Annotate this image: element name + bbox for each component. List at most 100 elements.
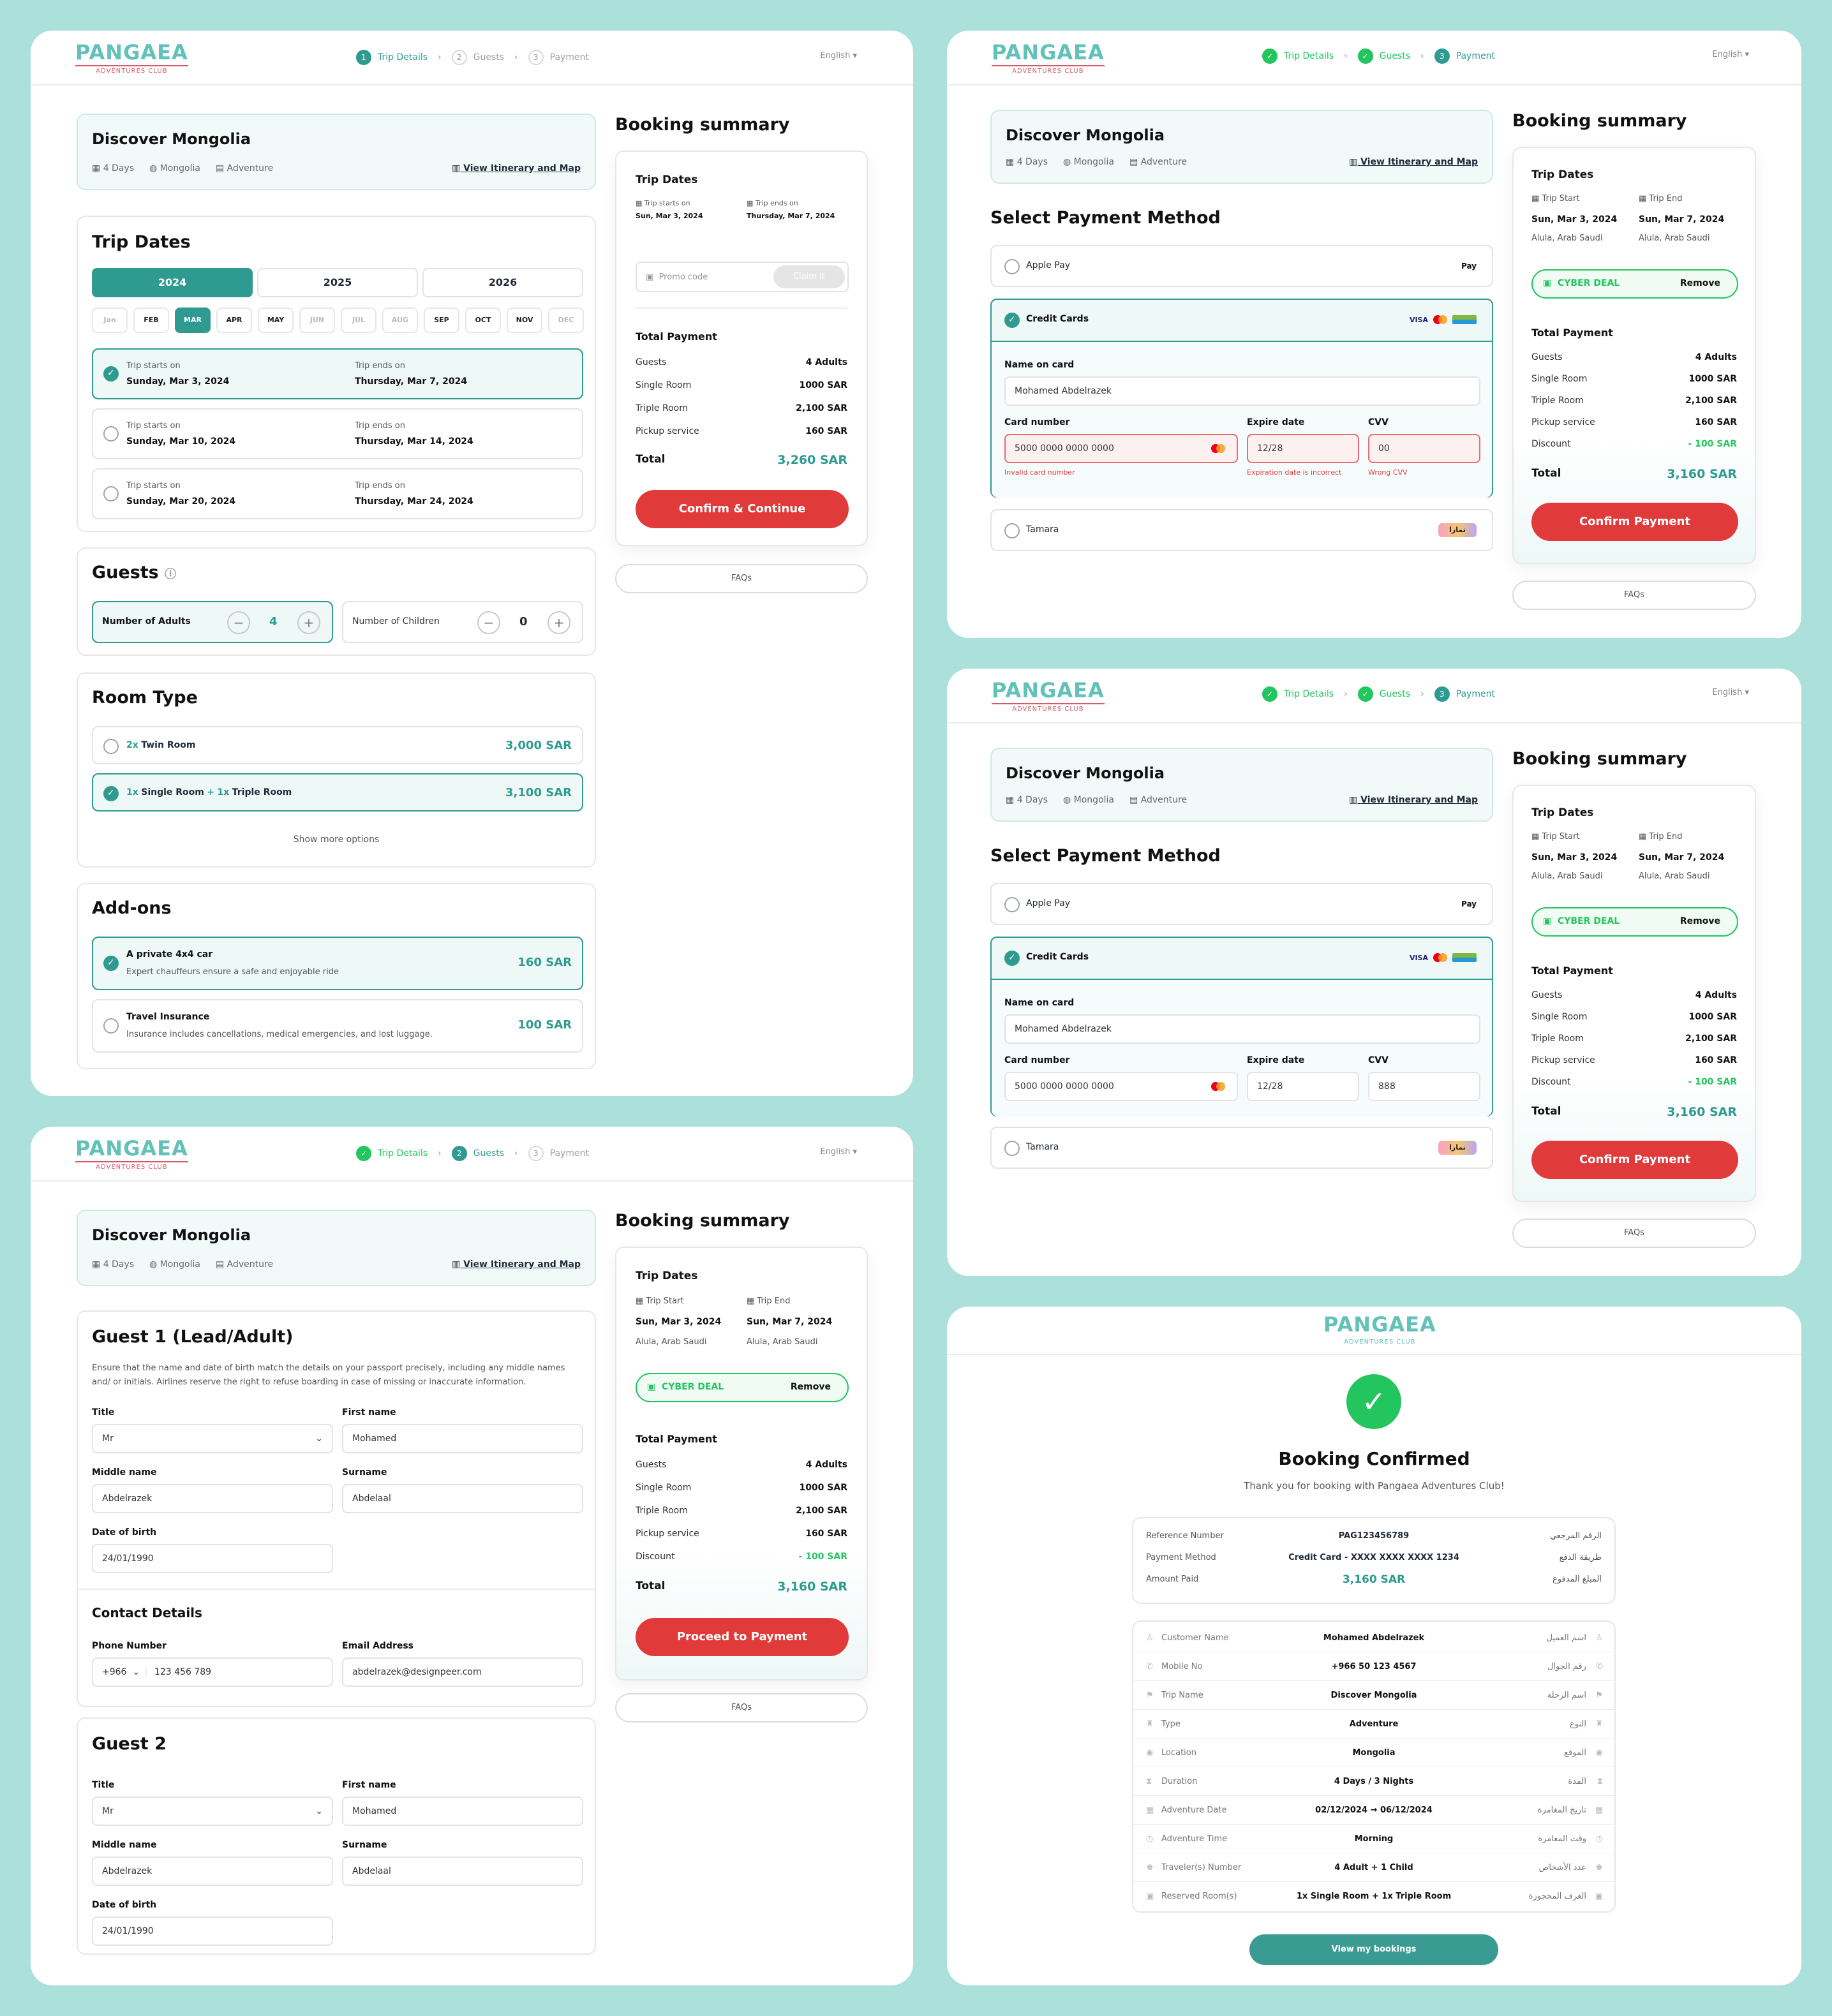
tamara-logo: تمارا bbox=[1438, 1141, 1477, 1155]
language-select[interactable]: English ▾ bbox=[1712, 50, 1749, 59]
credit-card-option[interactable]: Credit Cards VISA Name on card Mohamed A… bbox=[990, 937, 1493, 1116]
year-2024[interactable]: 2024 bbox=[92, 268, 253, 297]
remove-promo-button[interactable]: Remove bbox=[1679, 916, 1720, 926]
people-icon: ♚ bbox=[1595, 1863, 1603, 1872]
middle-name-field[interactable]: Abdelrazek bbox=[92, 1484, 333, 1513]
type-icon: ♜ bbox=[1595, 1719, 1603, 1729]
first-name-field[interactable]: Mohamed bbox=[342, 1797, 583, 1826]
logo[interactable]: PANGAEA ADVENTURES CLUB bbox=[75, 40, 188, 75]
apple-pay-option[interactable]: Apple Pay Pay bbox=[990, 245, 1493, 287]
logo[interactable]: PANGAEA ADVENTURES CLUB bbox=[75, 1136, 188, 1171]
location-icon: ◉ bbox=[1146, 1748, 1154, 1758]
date-option-1[interactable]: Trip starts on Sunday, Mar 3, 2024 Trip … bbox=[92, 348, 583, 399]
faqs-button[interactable]: FAQs bbox=[615, 1693, 868, 1723]
room-icon: ▣ bbox=[1595, 1892, 1603, 1901]
title-select[interactable]: Mr ⌄ bbox=[92, 1424, 333, 1453]
stepper: ✓ Trip Details › ✓ Guests › 3 Payment bbox=[1262, 686, 1495, 702]
apple-pay-option[interactable]: Apple Pay Pay bbox=[990, 883, 1493, 925]
email-field[interactable]: abdelrazek@designpeer.com bbox=[342, 1657, 583, 1687]
language-select[interactable]: English ▾ bbox=[820, 51, 857, 61]
date-option-2[interactable]: Trip starts on Sunday, Mar 10, 2024 Trip… bbox=[92, 408, 583, 459]
stepper: ✓ Trip Details › ✓ Guests › 3 Payment bbox=[1262, 48, 1495, 64]
minus-icon[interactable]: − bbox=[477, 611, 500, 634]
detail-row: ✆ Mobile No +966 50 123 4567 رقم الجوال ✆ bbox=[1133, 1653, 1614, 1681]
minus-icon[interactable]: − bbox=[227, 611, 250, 634]
itinerary-link[interactable]: ▥ View Itinerary and Map bbox=[452, 163, 581, 174]
itinerary-link[interactable]: ▥ View Itinerary and Map bbox=[452, 1259, 581, 1270]
month-apr[interactable]: APR bbox=[216, 308, 252, 333]
title-select[interactable]: Mr ⌄ bbox=[92, 1797, 333, 1826]
phone-field[interactable]: +966 ⌄ 123 456 789 bbox=[92, 1657, 333, 1687]
promo-badge: ▣ CYBER DEAL Remove bbox=[636, 1373, 849, 1402]
booking-summary: Trip Dates ▦ Trip starts on Sun, Mar 3, … bbox=[615, 151, 868, 546]
month-may[interactable]: MAY bbox=[258, 308, 294, 333]
language-select[interactable]: English ▾ bbox=[820, 1147, 857, 1157]
confirm-payment-button[interactable]: Confirm Payment bbox=[1531, 503, 1738, 541]
itinerary-link[interactable]: ▥ View Itinerary and Map bbox=[1349, 157, 1478, 167]
month-dec: DEC bbox=[548, 308, 584, 333]
booking-details-card: ♙ Customer Name Mohamed Abdelrazek اسم العم… bbox=[1132, 1620, 1616, 1913]
plus-icon[interactable]: + bbox=[297, 611, 320, 634]
type-icon: ♜ bbox=[1146, 1719, 1154, 1729]
addon-option-1[interactable]: A private 4x4 car Expert chauffeurs ensu… bbox=[92, 937, 583, 990]
month-mar[interactable]: MAR bbox=[175, 308, 211, 333]
view-bookings-button[interactable]: View my bookings bbox=[1249, 1934, 1498, 1965]
credit-card-option[interactable]: Credit Cards VISA Name on card Mohamed A… bbox=[990, 299, 1493, 498]
show-more-link[interactable]: Show more options bbox=[293, 834, 380, 845]
apple-pay-logo: Pay bbox=[1461, 262, 1477, 271]
logo[interactable]: PANGAEA ADVENTURES CLUB bbox=[992, 40, 1105, 75]
dob-field[interactable]: 24/01/1990 bbox=[92, 1916, 333, 1946]
cvv-field[interactable]: 00 bbox=[1368, 434, 1480, 463]
remove-promo-button[interactable]: Remove bbox=[790, 1382, 831, 1392]
room-icon: ▣ bbox=[1146, 1892, 1154, 1901]
middle-name-field[interactable]: Abdelrazek bbox=[92, 1857, 333, 1886]
room-option-1[interactable]: 2x Twin Room 3,000 SAR bbox=[92, 726, 583, 764]
first-name-field[interactable]: Mohamed bbox=[342, 1424, 583, 1453]
card-name-field[interactable]: Mohamed Abdelrazek bbox=[1004, 1014, 1480, 1044]
card-number-field[interactable]: 5000 0000 0000 0000 bbox=[1004, 1072, 1238, 1101]
expiry-field[interactable]: 12/28 bbox=[1247, 1072, 1359, 1101]
month-feb[interactable]: FEB bbox=[133, 308, 169, 333]
year-2025[interactable]: 2025 bbox=[257, 268, 418, 297]
phone-icon: ✆ bbox=[1596, 1662, 1603, 1671]
panel-confirmation: PANGAEA ADVENTURES CLUB ✓ Booking Confirm… bbox=[947, 1307, 1801, 1985]
logo[interactable]: PANGAEA ADVENTURES CLUB bbox=[1323, 1312, 1436, 1345]
surname-field[interactable]: Abdelaal bbox=[342, 1857, 583, 1886]
header: PANGAEA ADVENTURES CLUB ✓ Trip Details › ✓ G… bbox=[947, 31, 1801, 85]
year-2026[interactable]: 2026 bbox=[422, 268, 583, 297]
language-select[interactable]: English ▾ bbox=[1712, 688, 1749, 697]
faqs-button[interactable]: FAQs bbox=[1512, 581, 1756, 610]
card-number-field[interactable]: 5000 0000 0000 0000 bbox=[1004, 434, 1238, 463]
cvv-field[interactable]: 888 bbox=[1368, 1072, 1480, 1101]
date-option-3[interactable]: Trip starts on Sunday, Mar 20, 2024 Trip… bbox=[92, 468, 583, 519]
expiry-field[interactable]: 12/28 bbox=[1247, 434, 1359, 463]
claim-button[interactable]: Claim it bbox=[773, 265, 845, 288]
remove-promo-button[interactable]: Remove bbox=[1679, 278, 1720, 288]
tamara-option[interactable]: Tamara تمارا bbox=[990, 1127, 1493, 1169]
faqs-button[interactable]: FAQs bbox=[615, 564, 868, 593]
month-sep[interactable]: SEP bbox=[424, 308, 459, 333]
addon-option-2[interactable]: Travel Insurance Insurance includes canc… bbox=[92, 999, 583, 1053]
surname-field[interactable]: Abdelaal bbox=[342, 1484, 583, 1513]
location-icon: ◉ bbox=[1595, 1748, 1603, 1758]
dob-field[interactable]: 24/01/1990 bbox=[92, 1544, 333, 1573]
confirm-payment-button[interactable]: Confirm Payment bbox=[1531, 1141, 1738, 1179]
proceed-payment-button[interactable]: Proceed to Payment bbox=[636, 1618, 849, 1656]
month-oct[interactable]: OCT bbox=[465, 308, 501, 333]
itinerary-link[interactable]: ▥ View Itinerary and Map bbox=[1349, 795, 1478, 805]
calendar-icon: ▦ bbox=[1146, 1805, 1154, 1815]
logo[interactable]: PANGAEA ADVENTURES CLUB bbox=[992, 678, 1105, 713]
tamara-option[interactable]: Tamara تمارا bbox=[990, 509, 1493, 551]
card-name-field[interactable]: Mohamed Abdelrazek bbox=[1004, 376, 1480, 406]
room-option-2[interactable]: 1x Single Room + 1x Triple Room 3,100 SA… bbox=[92, 773, 583, 812]
month-nov[interactable]: NOV bbox=[507, 308, 542, 333]
info-icon[interactable]: ⓘ bbox=[165, 568, 177, 581]
faqs-button[interactable]: FAQs bbox=[1512, 1219, 1756, 1248]
payment-title: Select Payment Method bbox=[990, 846, 1221, 866]
plus-icon[interactable]: + bbox=[547, 611, 570, 634]
confirm-continue-button[interactable]: Confirm & Continue bbox=[636, 490, 849, 528]
summary-title: Booking summary bbox=[615, 1211, 790, 1231]
